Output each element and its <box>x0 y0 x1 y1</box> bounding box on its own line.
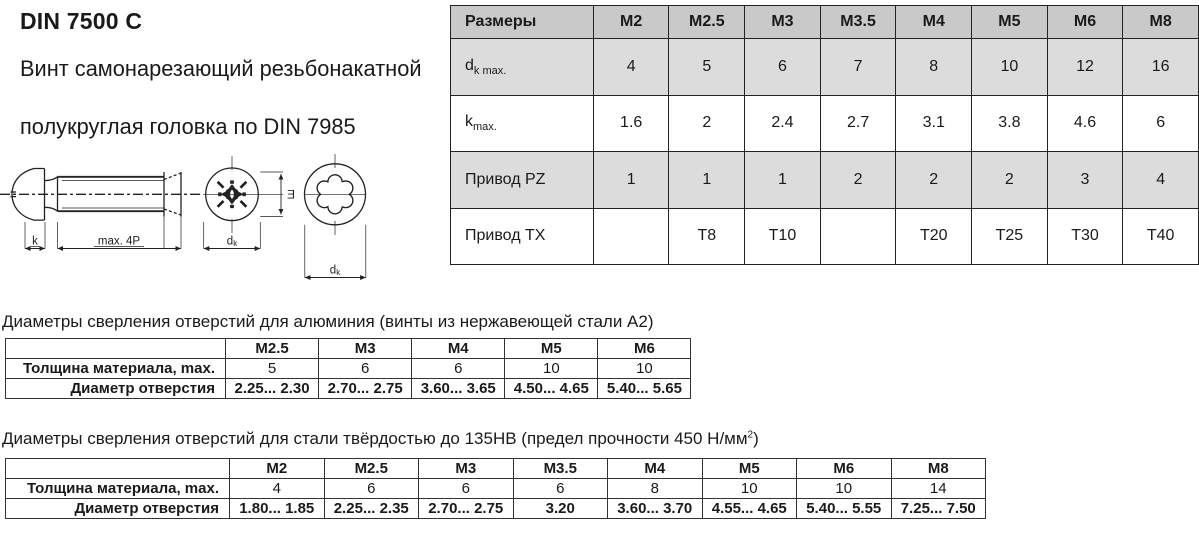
svg-text:dk: dk <box>330 265 341 278</box>
svg-text:E: E <box>287 188 295 202</box>
svg-text:max. 4P: max. 4P <box>98 236 141 248</box>
svg-text:k: k <box>32 236 38 248</box>
svg-text:dk: dk <box>227 236 238 249</box>
